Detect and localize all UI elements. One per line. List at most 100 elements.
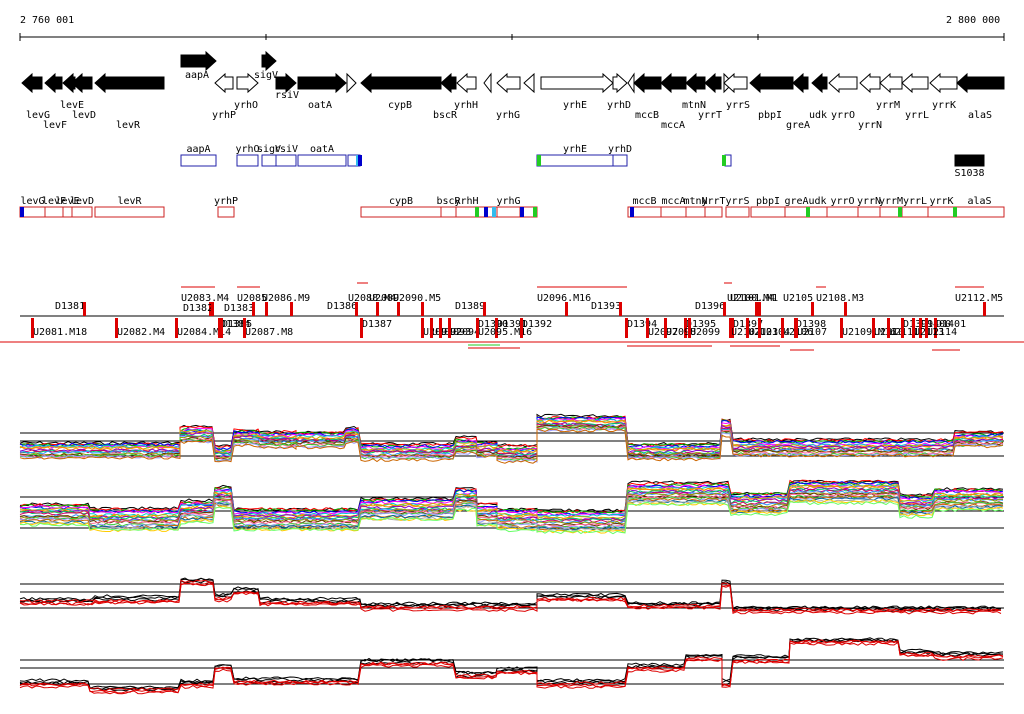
- gene-arrow-levF[interactable]: [44, 72, 63, 94]
- segment-label[interactable]: U2081.M18: [33, 327, 87, 338]
- forward-transcript-box[interactable]: [236, 154, 259, 167]
- segment-label[interactable]: D1399: [903, 319, 933, 330]
- reverse-transcript-box[interactable]: [44, 206, 64, 218]
- segment-label[interactable]: U2112.M5: [955, 293, 1003, 304]
- segment-label[interactable]: U2113: [914, 327, 944, 338]
- segment-label[interactable]: U2089: [369, 293, 399, 304]
- segment-label[interactable]: U2084.M14: [177, 327, 231, 338]
- segment-label[interactable]: U2093: [441, 327, 471, 338]
- gene-arrow-levD[interactable]: [71, 72, 93, 94]
- segment-label[interactable]: D1386: [327, 301, 357, 312]
- gene-arrow-mtnN[interactable]: [685, 72, 706, 94]
- segment-label[interactable]: D1394: [627, 319, 657, 330]
- segment-label[interactable]: D1396: [695, 301, 725, 312]
- segment-label[interactable]: D1385: [222, 319, 252, 330]
- segment-label[interactable]: U2103: [748, 327, 778, 338]
- reverse-transcript-box[interactable]: [94, 206, 165, 218]
- reverse-transcript-box[interactable]: [725, 206, 750, 218]
- gene-arrow-yrhD[interactable]: [627, 72, 635, 94]
- forward-transcript-box[interactable]: [180, 154, 217, 167]
- gene-arrow-yrhP[interactable]: [214, 72, 234, 94]
- gene-arrow-yrrK[interactable]: [929, 72, 958, 94]
- segment-label[interactable]: D1398: [796, 319, 826, 330]
- segment-label[interactable]: D1381: [55, 301, 85, 312]
- segment-label[interactable]: U2094: [450, 327, 480, 338]
- reverse-transcript-box[interactable]: [784, 206, 809, 218]
- reverse-transcript-box[interactable]: [807, 206, 828, 218]
- reverse-transcript-box[interactable]: [71, 206, 93, 218]
- reverse-transcript-box[interactable]: [750, 206, 786, 218]
- segment-label[interactable]: U2087.M8: [245, 327, 293, 338]
- gene-arrow-pbpI[interactable]: [749, 72, 794, 94]
- reverse-transcript-box[interactable]: [496, 206, 521, 218]
- segment-label[interactable]: U2104: [760, 327, 790, 338]
- segment-label[interactable]: U2106: [783, 327, 813, 338]
- gene-arrow-unnamed-15[interactable]: [483, 72, 492, 94]
- segment-label[interactable]: D1391: [497, 319, 527, 330]
- reverse-transcript-box[interactable]: [360, 206, 442, 218]
- segment-label[interactable]: U2107: [797, 327, 827, 338]
- segment-label[interactable]: U2114: [927, 327, 957, 338]
- gene-arrow-unnamed-19[interactable]: [612, 72, 628, 94]
- segment-label[interactable]: U2108.M3: [816, 293, 864, 304]
- gene-arrow-yrhE[interactable]: [540, 72, 614, 94]
- segment-label[interactable]: D1401: [936, 319, 966, 330]
- gene-arrow-levG[interactable]: [21, 72, 43, 94]
- gene-arrow-levE[interactable]: [62, 72, 76, 94]
- gene-arrow-greA[interactable]: [792, 72, 809, 94]
- gene-arrow-oatA[interactable]: [297, 72, 347, 94]
- gene-arrow-bscR[interactable]: [440, 72, 457, 94]
- gene-arrow-mccA[interactable]: [660, 72, 687, 94]
- segment-label[interactable]: U2096.M16: [537, 293, 591, 304]
- segment-label[interactable]: U2101.M1: [730, 293, 778, 304]
- segment-label[interactable]: U2088.M4: [348, 293, 396, 304]
- segment-label[interactable]: D1387: [362, 319, 392, 330]
- reverse-transcript-box[interactable]: [857, 206, 881, 218]
- gene-arrow-rsiV[interactable]: [275, 72, 297, 94]
- forward-transcript-box[interactable]: [261, 154, 277, 167]
- reverse-transcript-box[interactable]: [927, 206, 956, 218]
- gene-arrow-cypB[interactable]: [360, 72, 442, 94]
- reverse-transcript-box[interactable]: [901, 206, 929, 218]
- gene-arrow-yrrT[interactable]: [704, 72, 722, 94]
- forward-transcript-box[interactable]: [275, 154, 297, 167]
- segment-label[interactable]: U2085: [237, 293, 267, 304]
- reverse-transcript-box[interactable]: [826, 206, 859, 218]
- gene-arrow-yrrN[interactable]: [859, 72, 881, 94]
- reverse-transcript-box[interactable]: [954, 206, 1005, 218]
- gene-arrow-sigV[interactable]: [261, 50, 277, 72]
- reverse-transcript-box[interactable]: [455, 206, 478, 218]
- gene-arrow-aapA[interactable]: [180, 50, 217, 72]
- segment-label[interactable]: D1384: [220, 319, 250, 330]
- gene-arrow-mccB[interactable]: [633, 72, 662, 94]
- segment-label[interactable]: U2086.M9: [262, 293, 310, 304]
- gene-arrow-yrhO[interactable]: [236, 72, 259, 94]
- segment-label[interactable]: U2095.M16: [478, 327, 532, 338]
- gene-arrow-yrrO[interactable]: [828, 72, 858, 94]
- segment-label[interactable]: D1392: [522, 319, 552, 330]
- segment-label[interactable]: U2082.M4: [117, 327, 165, 338]
- segment-label[interactable]: D1383: [224, 303, 254, 314]
- segment-label[interactable]: U2097: [648, 327, 678, 338]
- reverse-transcript-box[interactable]: [660, 206, 687, 218]
- gene-arrow-yrrL[interactable]: [901, 72, 929, 94]
- segment-label[interactable]: U2090.M5: [393, 293, 441, 304]
- segment-label[interactable]: D1393: [591, 301, 621, 312]
- segment-label[interactable]: D1390: [478, 319, 508, 330]
- segment-label[interactable]: U2100.M4: [727, 293, 775, 304]
- reverse-transcript-box[interactable]: [704, 206, 723, 218]
- segment-label[interactable]: U2111: [889, 327, 919, 338]
- segment-label[interactable]: U2091: [423, 327, 453, 338]
- gene-arrow-yrhH[interactable]: [456, 72, 477, 94]
- gene-arrow-levR[interactable]: [94, 72, 165, 94]
- forward-transcript-box[interactable]: [536, 154, 614, 167]
- gene-arrow-alaS[interactable]: [956, 72, 1005, 94]
- segment-label[interactable]: U2092: [432, 327, 462, 338]
- reverse-transcript-box[interactable]: [62, 206, 73, 218]
- gene-arrow-unnamed-17[interactable]: [523, 72, 535, 94]
- segment-label[interactable]: U2105: [783, 293, 813, 304]
- segment-label[interactable]: U2098: [666, 327, 696, 338]
- segment-label[interactable]: D1395: [686, 319, 716, 330]
- segment-label[interactable]: U2109.M16: [842, 327, 896, 338]
- gene-arrow-unnamed-11[interactable]: [346, 72, 357, 94]
